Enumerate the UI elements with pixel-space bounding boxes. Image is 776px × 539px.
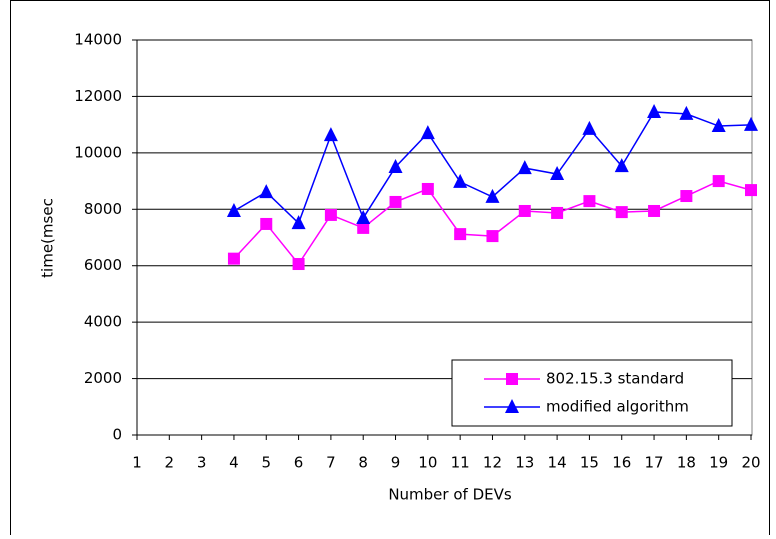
y-tick-label: 6000 [84,256,122,274]
legend-marker [506,373,518,385]
data-point [357,221,370,234]
legend-box [451,359,733,427]
y-tick-label: 2000 [84,369,122,387]
y-tick-label: 12000 [74,87,122,105]
data-point [680,190,693,203]
data-point [323,127,338,142]
x-tick-label: 2 [165,454,175,472]
data-point [485,188,500,203]
data-point [421,182,434,195]
data-point [615,206,628,219]
data-point [389,195,402,208]
data-point [647,103,662,118]
data-point [582,120,597,135]
x-tick-label: 5 [261,454,271,472]
x-tick-label: 16 [612,454,631,472]
x-tick-label: 3 [197,454,207,472]
data-point [679,105,694,120]
data-point [712,175,725,188]
legend-label: 802.15.3 standard [546,370,684,388]
data-point [454,228,467,241]
legend-marker [505,399,519,413]
y-axis-label: time(msec [39,198,57,278]
x-tick-label: 8 [358,454,368,472]
y-tick-label: 14000 [74,31,122,49]
x-tick-label: 13 [515,454,534,472]
legend-label: modified algorithm [546,398,689,416]
data-point [453,173,468,188]
data-point [551,206,564,219]
y-tick-label: 8000 [84,200,122,218]
data-point [583,195,596,208]
x-tick-label: 14 [548,454,567,472]
x-tick-label: 19 [709,454,728,472]
x-tick-label: 1 [132,454,142,472]
x-tick-label: 4 [229,454,239,472]
x-tick-label: 9 [391,454,401,472]
data-point [518,204,531,217]
data-point [356,210,371,225]
x-tick-label: 6 [294,454,304,472]
data-point [745,184,757,197]
data-point [648,204,661,217]
x-axis-label: Number of DEVs [388,486,512,504]
data-point [614,158,629,173]
data-point [517,160,532,175]
data-point [292,258,305,271]
x-tick-label: 12 [483,454,502,472]
y-tick-label: 4000 [84,313,122,331]
x-tick-label: 18 [677,454,696,472]
data-point [744,116,758,131]
data-point [486,230,499,243]
series-line [233,111,752,225]
x-tick-label: 7 [326,454,336,472]
data-point [388,158,403,173]
data-point [291,215,306,230]
data-point [259,184,274,199]
data-point [324,208,337,221]
chart-frame [10,0,770,539]
x-tick-label: 20 [741,454,760,472]
data-point [420,125,435,140]
x-tick-label: 17 [645,454,664,472]
data-point [227,252,240,265]
data-point [711,118,726,133]
x-tick-label: 10 [418,454,437,472]
x-tick-label: 15 [580,454,599,472]
y-tick-label: 10000 [74,143,122,161]
data-point [550,166,565,181]
y-tick-label: 0 [112,426,122,444]
data-point [226,202,241,217]
x-tick-label: 11 [451,454,470,472]
data-point [260,217,273,230]
